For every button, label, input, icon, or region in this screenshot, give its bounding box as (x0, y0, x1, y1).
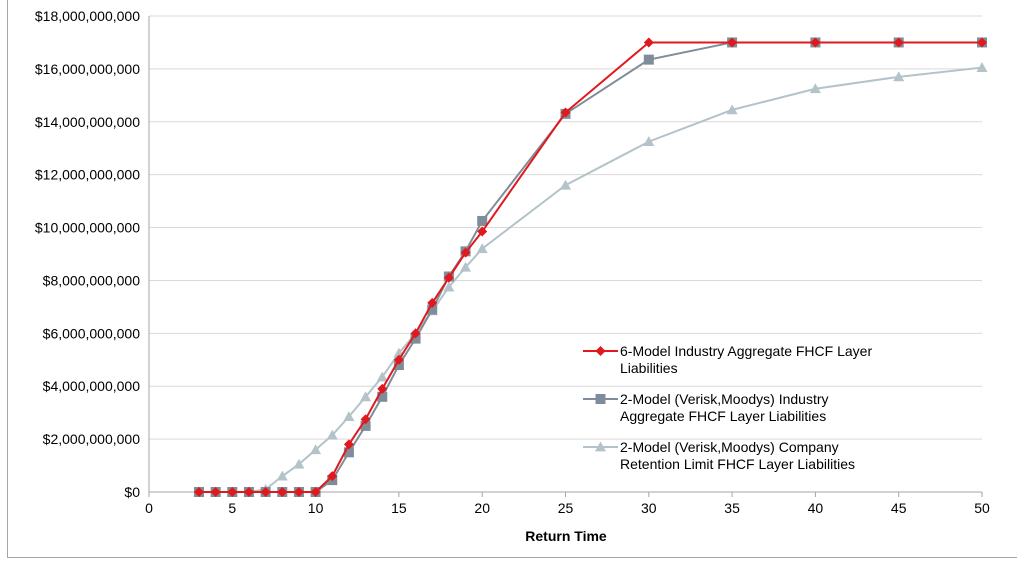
legend-item-3: 2-Model (Verisk,Moodys) CompanyRetention… (583, 439, 855, 472)
legend-label: Liabilities (620, 360, 678, 376)
series-1-point (360, 414, 371, 425)
x-tick-label: 50 (974, 500, 990, 516)
series-3-point (443, 281, 455, 292)
series-3-point (376, 371, 388, 382)
series-3-point (726, 104, 738, 115)
series-1-point (460, 247, 471, 258)
series-1-point (327, 471, 338, 482)
series-1-point (227, 487, 238, 497)
series-1-point (810, 37, 821, 48)
legend-swatch-marker (595, 394, 606, 404)
y-tick-label: $6,000,000,000 (43, 325, 141, 341)
series-1-point (427, 297, 438, 308)
y-tick-label: $10,000,000,000 (35, 220, 140, 236)
x-tick-label: 45 (891, 500, 907, 516)
legend-item-2: 2-Model (Verisk,Moodys) IndustryAggregat… (583, 391, 829, 424)
series-3-point (893, 71, 905, 82)
series-1 (193, 37, 987, 497)
gridlines (149, 15, 982, 440)
series-2-point (410, 333, 421, 344)
series-1-point (643, 37, 654, 48)
series-2-point (343, 447, 354, 458)
series-1-point (443, 272, 454, 283)
series-3-point (310, 444, 322, 455)
axes: $0 $2,000,000,000 $4,000,000,000 $6,000,000… (35, 8, 990, 516)
series-1-point (193, 487, 204, 497)
y-tick-label: $2,000,000,000 (43, 431, 141, 447)
series-2-point (427, 304, 438, 315)
series-3-point (460, 261, 472, 272)
x-tick-label: 35 (724, 500, 740, 516)
series-1-point (393, 354, 404, 365)
legend-label: 6-Model Industry Aggregate FHCF Layer (620, 343, 872, 359)
series-2-line (198, 41, 982, 493)
series-2 (193, 37, 987, 497)
series-layer (193, 37, 988, 497)
series-1-point (277, 487, 288, 497)
series-3-point (326, 429, 338, 440)
series-3-point (360, 391, 372, 402)
chart-frame (7, 0, 1017, 558)
x-tick-label: 15 (391, 500, 407, 516)
series-3-point (643, 136, 655, 147)
series-2-point (477, 215, 488, 226)
series-1-point (343, 439, 354, 450)
series-2-point (360, 420, 371, 431)
series-2-point (393, 360, 404, 371)
series-1-point (560, 107, 571, 118)
legend-label: 2-Model (Verisk,Moodys) Company (620, 439, 839, 455)
series-3-point (976, 62, 988, 72)
series-1-point (377, 383, 388, 394)
series-3-point (809, 83, 821, 94)
series-1-point (477, 226, 488, 237)
series-1-point (243, 487, 254, 497)
x-axis-title: Return Time (525, 528, 607, 544)
series-1-point (310, 487, 321, 497)
x-tick-label: 5 (228, 500, 236, 516)
y-tick-label: $0 (124, 484, 140, 500)
series-1-point (727, 37, 738, 48)
x-tick-label: 0 (145, 500, 153, 516)
series-1-line (198, 41, 982, 493)
legend: 6-Model Industry Aggregate FHCF LayerLia… (583, 343, 872, 472)
series-3 (193, 62, 988, 497)
legend-item-1: 6-Model Industry Aggregate FHCF LayerLia… (583, 343, 872, 376)
series-1-point (260, 487, 271, 497)
legend-label: 2-Model (Verisk,Moodys) Industry (620, 391, 829, 407)
series-2-point (377, 391, 388, 402)
legend-swatch-marker (595, 346, 606, 356)
y-tick-label: $4,000,000,000 (43, 378, 141, 394)
legend-label: Retention Limit FHCF Layer Liabilities (620, 456, 855, 472)
x-tick-label: 40 (808, 500, 824, 516)
series-3-point (560, 179, 571, 190)
series-3-point (476, 243, 488, 254)
legend-label: Aggregate FHCF Layer Liabilities (620, 408, 826, 424)
series-3-point (276, 470, 288, 481)
series-1-point (410, 328, 421, 339)
x-tick-label: 25 (558, 500, 574, 516)
series-1-point (293, 487, 304, 497)
y-tick-label: $14,000,000,000 (35, 114, 140, 130)
legend-swatch-marker (595, 441, 606, 452)
y-tick-label: $12,000,000,000 (35, 167, 140, 183)
y-tick-label: $16,000,000,000 (35, 61, 140, 77)
series-2-point (643, 54, 654, 65)
series-1-point (893, 37, 904, 48)
series-3-point (343, 411, 355, 422)
x-tick-label: 10 (308, 500, 324, 516)
series-3-line (198, 66, 983, 493)
series-1-point (977, 37, 987, 48)
x-tick-label: 30 (641, 500, 657, 516)
y-tick-label: $8,000,000,000 (43, 272, 141, 288)
series-3-point (293, 458, 305, 469)
series-1-point (210, 487, 221, 497)
y-tick-label: $18,000,000,000 (35, 8, 140, 24)
x-tick-label: 20 (474, 500, 490, 516)
